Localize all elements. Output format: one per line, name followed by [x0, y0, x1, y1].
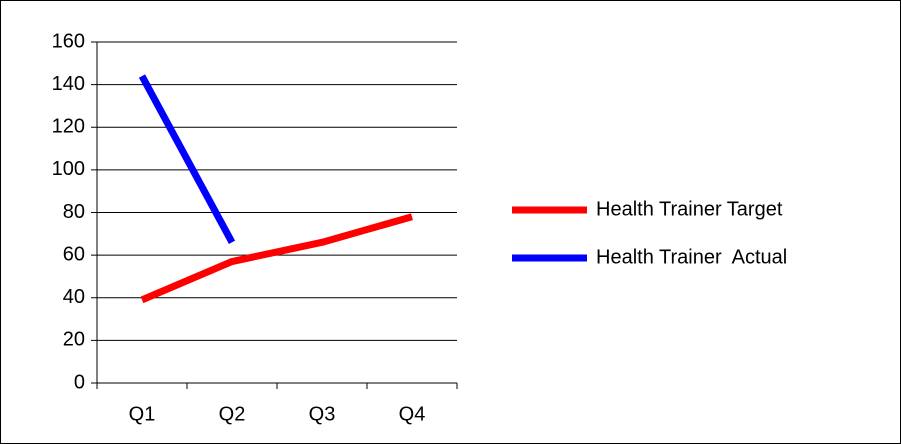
- y-tick-label: 40: [63, 286, 85, 308]
- x-tick-label: Q3: [309, 403, 336, 425]
- x-tick-label: Q4: [399, 403, 426, 425]
- y-tick-label: 160: [52, 30, 85, 52]
- x-tick-label: Q1: [129, 403, 156, 425]
- y-tick-label: 120: [52, 116, 85, 138]
- y-tick-label: 80: [63, 201, 85, 223]
- series-line: [140, 213, 413, 304]
- y-tick-label: 60: [63, 243, 85, 265]
- legend-label: Health Trainer Target: [596, 198, 783, 220]
- y-tick-label: 0: [74, 371, 85, 393]
- series-line: [138, 74, 236, 245]
- y-tick-label: 100: [52, 158, 85, 180]
- x-tick-label: Q2: [219, 403, 246, 425]
- legend-label: Health Trainer Actual: [596, 246, 787, 268]
- y-tick-label: 140: [52, 73, 85, 95]
- y-tick-label: 20: [63, 329, 85, 351]
